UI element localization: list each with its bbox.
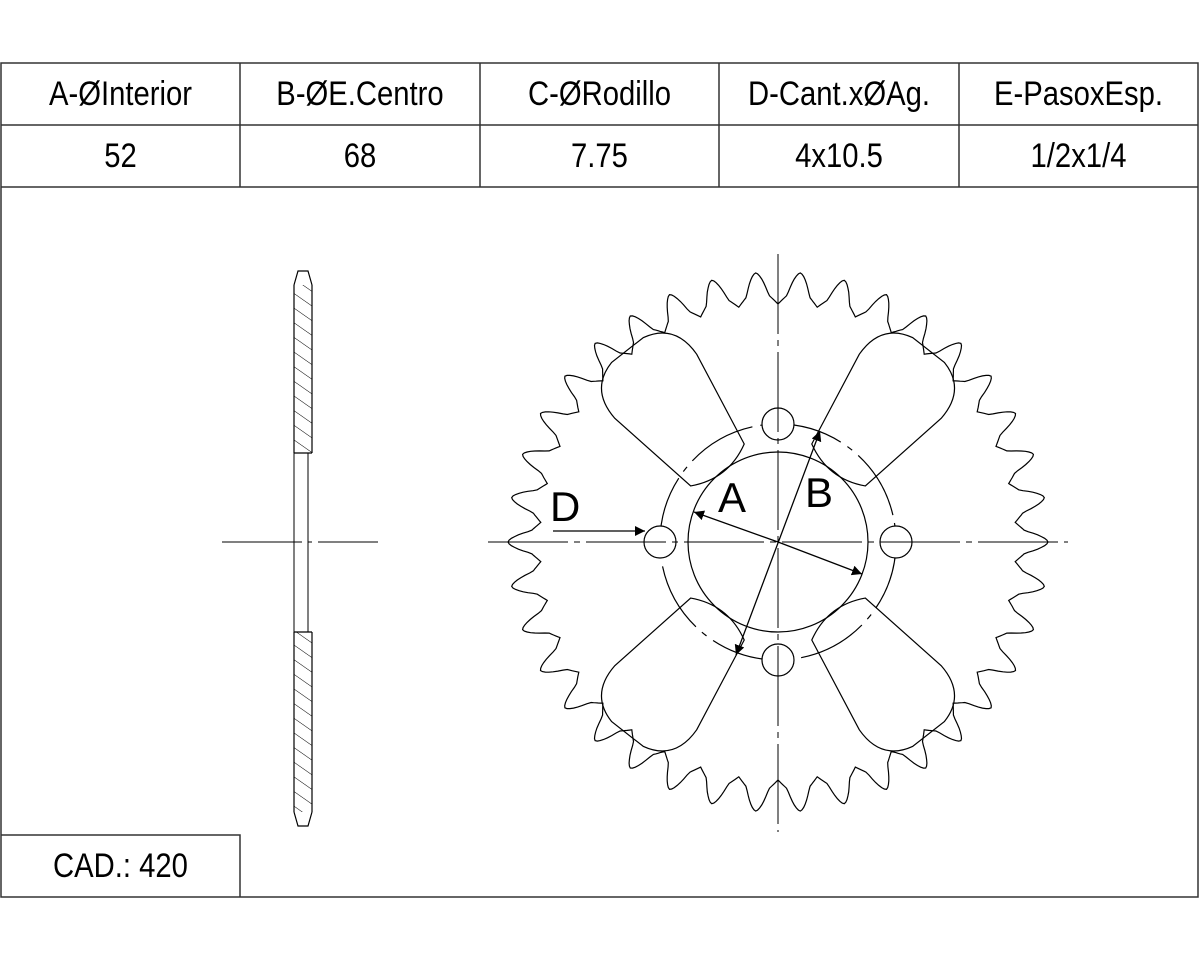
value-a-interior: 52: [104, 136, 137, 175]
value-d-holes: 4x10.5: [795, 136, 883, 175]
value-b-bolt-circle: 68: [343, 136, 377, 175]
callout-a-label: A: [718, 474, 746, 521]
sprocket-side-view: [222, 270, 378, 827]
dimension-callouts: A B D: [550, 430, 863, 656]
lightening-hole: [600, 332, 745, 487]
cad-label-box: [1, 834, 241, 897]
dimension-b-diameter: [734, 430, 822, 656]
header-d-holes: D-Cant.xØAg.: [748, 74, 930, 113]
drawing-frame: [0, 62, 1199, 898]
lightening-hole: [811, 597, 956, 752]
header-b-bolt-circle: B-ØE.Centro: [276, 74, 444, 113]
value-c-roller: 7.75: [571, 136, 628, 175]
lightening-hole: [811, 332, 956, 487]
value-e-pitch: 1/2x1/4: [1030, 136, 1127, 175]
callout-b-label: B: [805, 469, 833, 516]
callout-d-label: D: [550, 483, 580, 530]
header-a-interior: A-ØInterior: [48, 74, 192, 113]
header-e-pitch: E-PasoxEsp.: [993, 74, 1164, 113]
cad-label: CAD.: 420: [53, 846, 188, 885]
spec-table-grid: [1, 63, 1198, 188]
lightening-hole: [600, 597, 745, 752]
dimension-inner-arrow: [777, 541, 863, 576]
header-c-roller: C-ØRodillo: [527, 74, 671, 113]
